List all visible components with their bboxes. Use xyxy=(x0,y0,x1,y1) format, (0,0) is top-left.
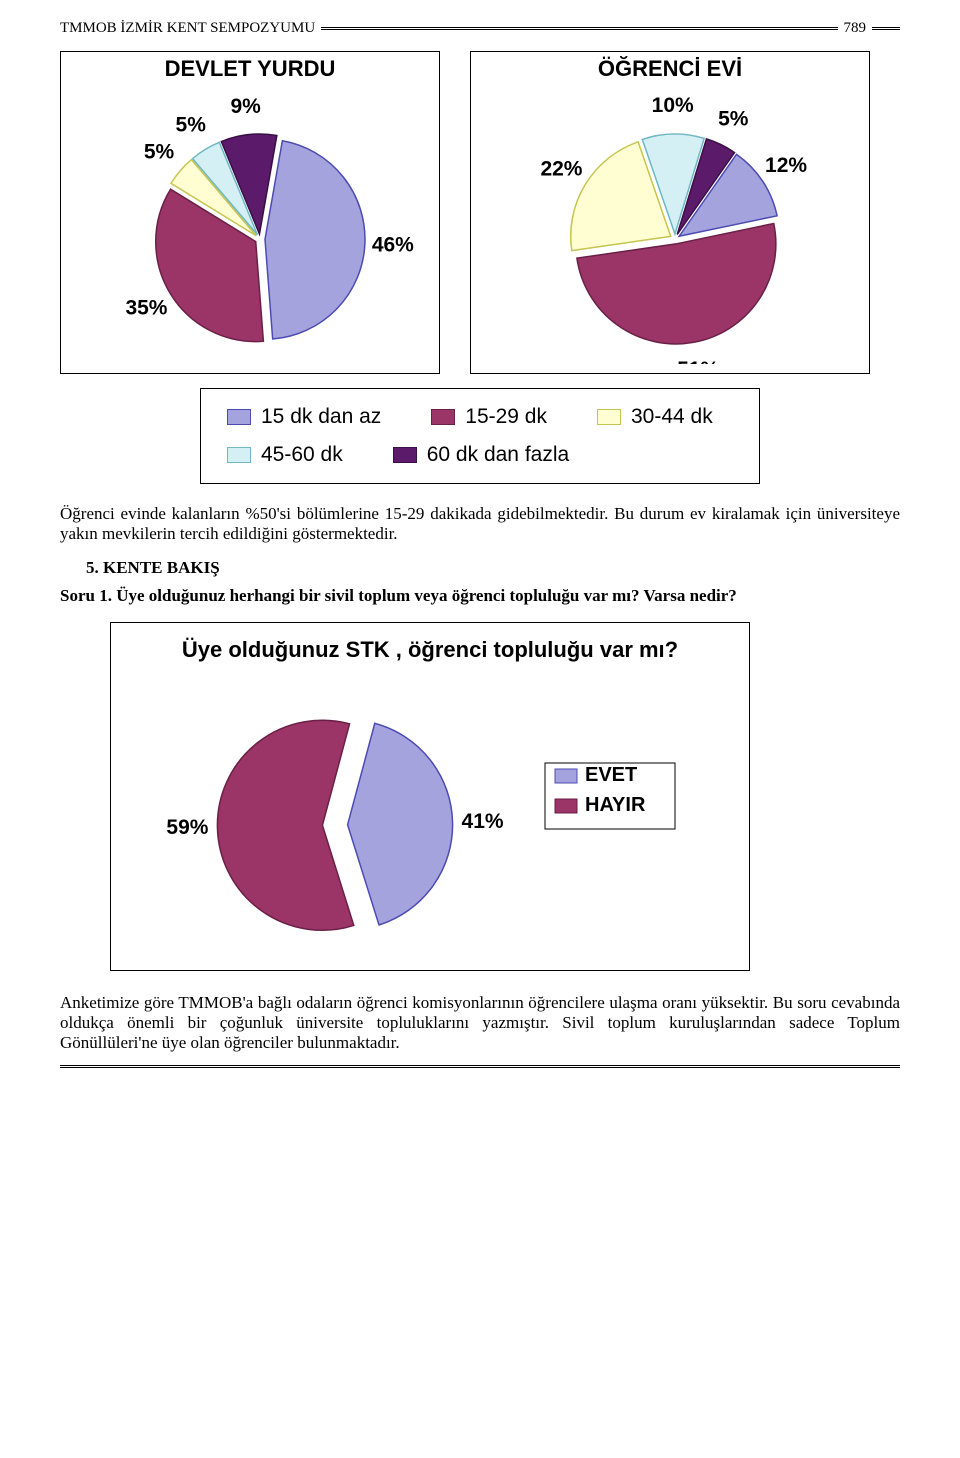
svg-text:5%: 5% xyxy=(144,140,175,163)
pie-ogrenci-evi: 12% 51% 22% 10% 5% xyxy=(475,84,865,364)
svg-text:59%: 59% xyxy=(166,816,208,839)
svg-text:12%: 12% xyxy=(765,154,807,177)
legend-item-4: 45-60 dk xyxy=(227,443,343,467)
charts-row: DEVLET YURDU 46%35%5%5%9% ÖĞRENCİ EVİ 12… xyxy=(60,51,900,374)
legend-item-3: 30-44 dk xyxy=(597,405,713,429)
pie-devlet-yurdu: 46% 35% 5%5% 9% xyxy=(65,84,435,364)
svg-text:5%: 5% xyxy=(718,107,749,130)
question-1: Soru 1. Üye olduğunuz herhangi bir sivil… xyxy=(60,586,900,606)
chart1-title: DEVLET YURDU xyxy=(65,56,435,82)
page-number: 789 xyxy=(844,20,867,37)
svg-text:5%: 5% xyxy=(176,113,207,136)
chart2-title: ÖĞRENCİ EVİ xyxy=(475,56,865,82)
header-title: TMMOB İZMİR KENT SEMPOZYUMU xyxy=(60,20,315,37)
section-5-heading: 5. KENTE BAKIŞ xyxy=(86,558,900,578)
page-footer-rule xyxy=(60,1065,900,1068)
svg-text:EVET: EVET xyxy=(585,764,637,786)
page-header: TMMOB İZMİR KENT SEMPOZYUMU 789 xyxy=(60,20,900,37)
header-rule-right xyxy=(872,27,900,30)
svg-text:22%: 22% xyxy=(540,158,582,181)
legend-item-1: 15 dk dan az xyxy=(227,405,381,429)
chart3-title: Üye olduğunuz STK , öğrenci topluluğu va… xyxy=(115,637,745,663)
svg-text:41%: 41% xyxy=(462,810,504,833)
svg-text:HAYIR: HAYIR xyxy=(585,794,646,816)
paragraph-1: Öğrenci evinde kalanların %50'si bölümle… xyxy=(60,504,900,544)
svg-text:46%: 46% xyxy=(372,233,414,256)
legend-item-2: 15-29 dk xyxy=(431,405,547,429)
svg-text:10%: 10% xyxy=(652,94,694,117)
svg-text:51%: 51% xyxy=(677,358,719,364)
pie-stk: 41% 59% EVET HAYIR xyxy=(115,675,735,955)
chart-stk: Üye olduğunuz STK , öğrenci topluluğu va… xyxy=(110,622,750,971)
svg-text:9%: 9% xyxy=(230,95,261,118)
chart-devlet-yurdu: DEVLET YURDU 46% 35% 5%5% 9% xyxy=(60,51,440,374)
chart-ogrenci-evi: ÖĞRENCİ EVİ 12% 51% 22% 10% 5% xyxy=(470,51,870,374)
legend-duration: 15 dk dan az 15-29 dk 30-44 dk 45-60 dk … xyxy=(200,388,760,484)
paragraph-2: Anketimize göre TMMOB'a bağlı odaların ö… xyxy=(60,993,900,1053)
legend-item-5: 60 dk dan fazla xyxy=(393,443,569,467)
header-rule xyxy=(321,27,837,30)
svg-text:35%: 35% xyxy=(125,296,167,319)
